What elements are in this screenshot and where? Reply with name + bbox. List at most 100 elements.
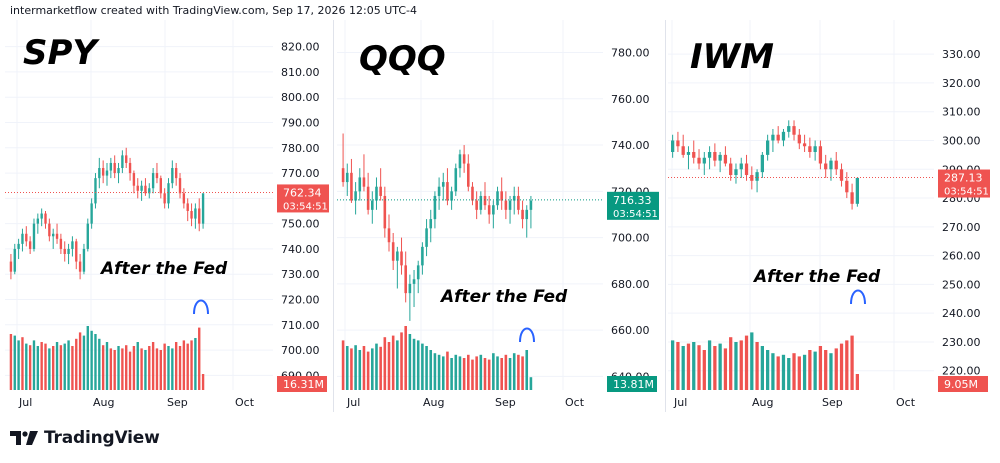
candle-body[interactable] bbox=[151, 173, 155, 189]
candle-body[interactable] bbox=[529, 200, 533, 210]
candle-body[interactable] bbox=[744, 163, 749, 176]
candle-body[interactable] bbox=[144, 185, 147, 194]
candle-body[interactable] bbox=[787, 126, 791, 132]
candle-body[interactable] bbox=[829, 160, 833, 170]
candle-body[interactable] bbox=[755, 172, 759, 181]
candle-body[interactable] bbox=[178, 178, 182, 194]
candle-body[interactable] bbox=[441, 182, 445, 187]
candle-body[interactable] bbox=[479, 195, 483, 210]
candle-body[interactable] bbox=[354, 191, 357, 201]
candle-body[interactable] bbox=[17, 243, 20, 249]
candle-body[interactable] bbox=[400, 251, 403, 266]
candle-body[interactable] bbox=[350, 172, 353, 201]
candle-body[interactable] bbox=[52, 233, 55, 237]
candle-body[interactable] bbox=[40, 213, 43, 219]
candle-body[interactable] bbox=[475, 200, 478, 210]
candle-body[interactable] bbox=[194, 208, 197, 219]
candle-body[interactable] bbox=[105, 170, 109, 176]
candle-body[interactable] bbox=[471, 186, 474, 201]
candle-body[interactable] bbox=[692, 152, 696, 158]
qqq-chart-panel[interactable]: 780.00760.00740.00720.00700.00680.00660.… bbox=[337, 20, 663, 412]
candle-body[interactable] bbox=[375, 186, 378, 201]
candle-body[interactable] bbox=[358, 177, 362, 192]
candle-body[interactable] bbox=[739, 163, 743, 170]
candle-body[interactable] bbox=[404, 265, 407, 294]
candle-body[interactable] bbox=[454, 168, 458, 192]
candle-body[interactable] bbox=[671, 140, 675, 152]
candle-body[interactable] bbox=[808, 146, 812, 152]
candle-body[interactable] bbox=[82, 248, 86, 272]
candle-body[interactable] bbox=[201, 193, 205, 224]
candle-body[interactable] bbox=[148, 188, 151, 194]
candle-body[interactable] bbox=[707, 152, 712, 158]
candle-body[interactable] bbox=[387, 228, 391, 243]
candle-body[interactable] bbox=[723, 154, 728, 164]
candle-body[interactable] bbox=[391, 242, 395, 261]
candle-body[interactable] bbox=[504, 200, 508, 210]
candle-body[interactable] bbox=[450, 191, 453, 201]
candle-body[interactable] bbox=[366, 186, 370, 210]
candle-body[interactable] bbox=[697, 157, 701, 164]
candle-body[interactable] bbox=[117, 168, 120, 174]
candle-body[interactable] bbox=[676, 140, 680, 147]
candle-body[interactable] bbox=[421, 246, 424, 266]
candle-body[interactable] bbox=[28, 241, 32, 249]
candle-body[interactable] bbox=[86, 223, 89, 249]
candle-body[interactable] bbox=[94, 178, 97, 204]
candle-body[interactable] bbox=[75, 241, 78, 262]
candle-body[interactable] bbox=[462, 154, 466, 164]
candle-body[interactable] bbox=[25, 233, 28, 242]
candle-body[interactable] bbox=[163, 193, 166, 204]
candle-body[interactable] bbox=[412, 279, 416, 284]
candle-body[interactable] bbox=[429, 219, 433, 229]
candle-body[interactable] bbox=[345, 172, 349, 183]
candle-body[interactable] bbox=[186, 203, 189, 211]
candle-body[interactable] bbox=[155, 173, 159, 179]
candle-body[interactable] bbox=[128, 162, 132, 174]
candle-body[interactable] bbox=[371, 200, 374, 210]
candle-body[interactable] bbox=[32, 223, 36, 249]
candle-body[interactable] bbox=[13, 248, 16, 272]
candle-body[interactable] bbox=[781, 131, 786, 141]
candle-body[interactable] bbox=[159, 178, 162, 194]
qqq-chart[interactable]: 780.00760.00740.00720.00700.00680.00660.… bbox=[337, 20, 663, 412]
candle-body[interactable] bbox=[113, 162, 116, 174]
candle-body[interactable] bbox=[766, 140, 770, 155]
candle-body[interactable] bbox=[492, 205, 495, 215]
candle-body[interactable] bbox=[458, 154, 462, 169]
candle-body[interactable] bbox=[792, 126, 796, 135]
candle-body[interactable] bbox=[21, 233, 24, 244]
candle-body[interactable] bbox=[408, 283, 412, 294]
candle-body[interactable] bbox=[425, 228, 428, 247]
candle-body[interactable] bbox=[750, 175, 754, 181]
candle-body[interactable] bbox=[508, 200, 512, 210]
candle-body[interactable] bbox=[101, 168, 105, 176]
candle-body[interactable] bbox=[171, 168, 174, 184]
candle-body[interactable] bbox=[702, 157, 706, 164]
candle-body[interactable] bbox=[467, 163, 470, 187]
candle-body[interactable] bbox=[63, 248, 66, 254]
candle-body[interactable] bbox=[416, 265, 420, 280]
iwm-chart[interactable]: 330.00320.00310.00300.00290.00280.00270.… bbox=[668, 20, 993, 412]
candle-body[interactable] bbox=[98, 168, 101, 179]
candle-body[interactable] bbox=[845, 180, 849, 193]
candle-body[interactable] bbox=[167, 183, 170, 204]
candle-body[interactable] bbox=[379, 186, 382, 196]
candle-body[interactable] bbox=[824, 163, 828, 170]
candle-body[interactable] bbox=[55, 233, 59, 239]
candle-body[interactable] bbox=[182, 193, 186, 204]
spy-chart-panel[interactable]: 820.00810.00800.00790.00780.00770.00760.… bbox=[5, 20, 330, 412]
candle-body[interactable] bbox=[718, 154, 722, 161]
candle-body[interactable] bbox=[776, 134, 780, 141]
candle-body[interactable] bbox=[512, 195, 516, 201]
candle-body[interactable] bbox=[521, 209, 524, 220]
candle-body[interactable] bbox=[855, 177, 859, 204]
candle-body[interactable] bbox=[483, 195, 487, 206]
candle-body[interactable] bbox=[813, 146, 817, 152]
candle-body[interactable] bbox=[36, 218, 40, 224]
candle-body[interactable] bbox=[818, 146, 823, 164]
candle-body[interactable] bbox=[802, 143, 807, 147]
candle-body[interactable] bbox=[760, 154, 764, 173]
candle-body[interactable] bbox=[125, 155, 128, 163]
candle-body[interactable] bbox=[686, 152, 691, 155]
